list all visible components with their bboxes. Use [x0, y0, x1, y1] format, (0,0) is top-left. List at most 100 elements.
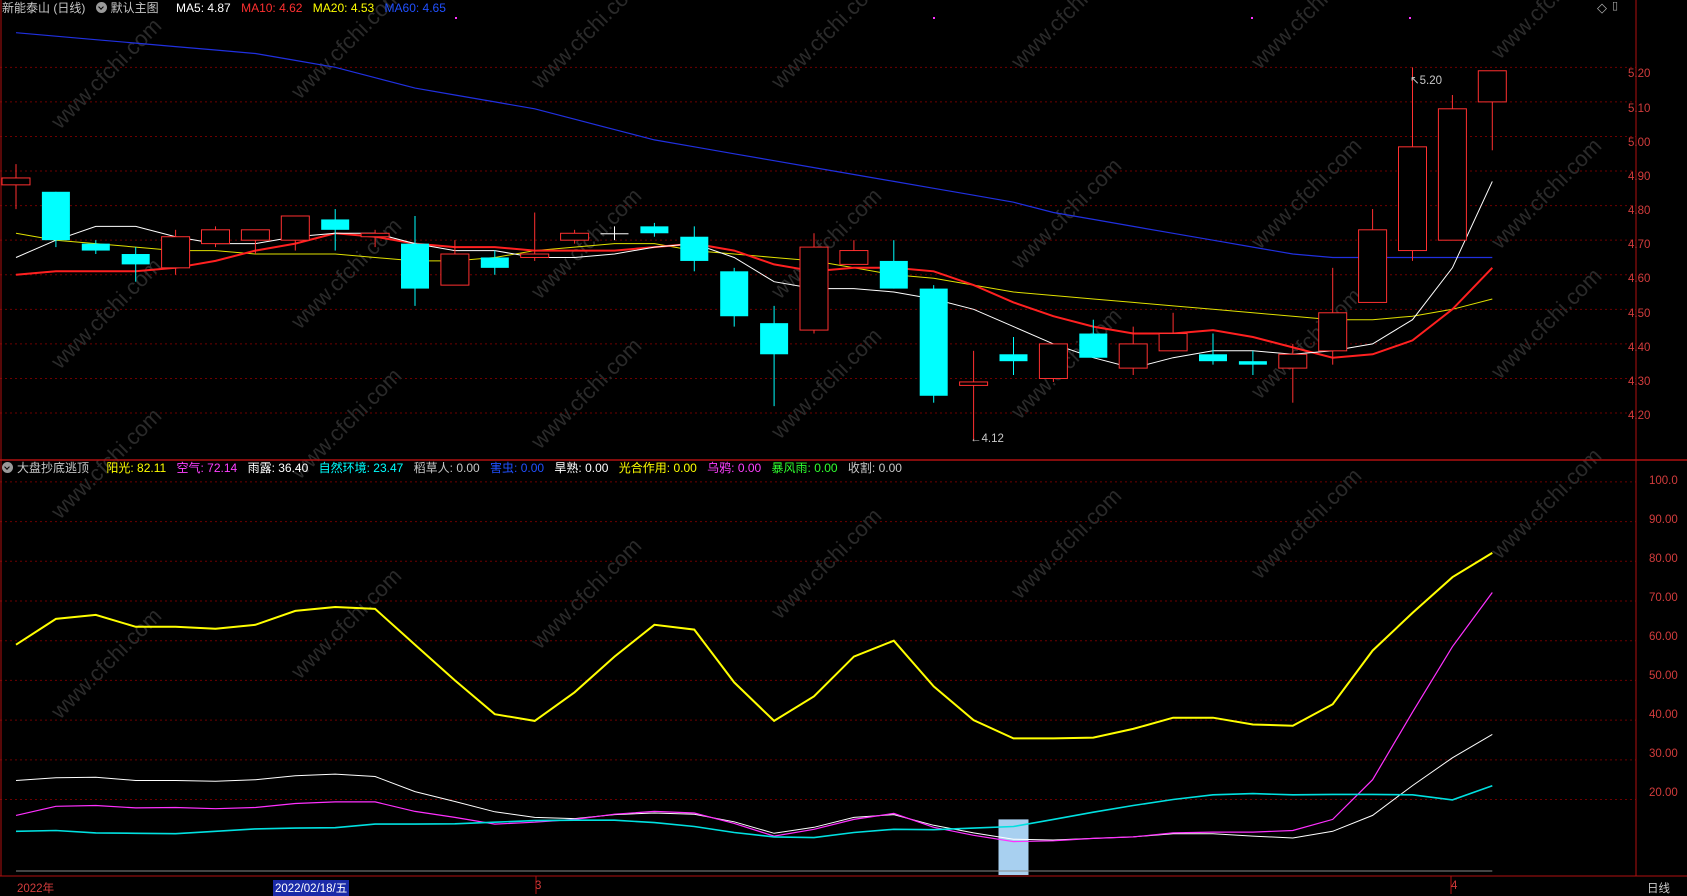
- ind-tick: 90.00: [1649, 514, 1678, 526]
- candle-body: [760, 323, 789, 355]
- candle-body: [240, 229, 270, 241]
- price-tick: 4.90: [1628, 171, 1651, 183]
- price-tick: 4.80: [1628, 205, 1651, 217]
- candle: [161, 229, 191, 275]
- candlesticks[interactable]: [1, 67, 1507, 441]
- ind-ziran: 自然环境: 23.47: [318, 461, 404, 475]
- marker-dot: [1251, 17, 1253, 19]
- watermark-text: www.cfchi.com: [285, 563, 406, 684]
- ind-tick: 80.00: [1649, 553, 1678, 565]
- candle-body: [919, 288, 948, 396]
- ind-tick: 30.00: [1649, 748, 1678, 760]
- yulu-line: [15, 733, 1493, 841]
- date-month-4: 4: [1451, 880, 1458, 892]
- watermark-text: www.cfchi.com: [765, 0, 886, 94]
- candle: [1238, 350, 1267, 376]
- candle-body: [640, 226, 669, 234]
- dropdown-circle-icon[interactable]: [95, 2, 107, 13]
- watermark-text: www.cfchi.com: [1485, 263, 1606, 384]
- candle-body: [440, 253, 470, 286]
- dropdown-circle-icon[interactable]: [2, 462, 13, 473]
- ma60-line: [15, 32, 1493, 259]
- ma60-label: MA60: 4.65: [384, 1, 446, 15]
- ind-kongqi: 空气: 72.14: [176, 461, 238, 475]
- candle: [1, 164, 31, 210]
- candle-body: [879, 260, 908, 289]
- candle: [480, 250, 509, 275]
- candle-body: [520, 253, 550, 258]
- high-value: 5.20: [1419, 75, 1443, 87]
- ziran-line: [15, 785, 1493, 839]
- candle-body: [680, 236, 709, 261]
- candle-body: [401, 243, 429, 289]
- ind-shouge: 收割: 0.00: [847, 461, 902, 475]
- low-value: 4.12: [981, 433, 1004, 445]
- candle: [41, 191, 70, 248]
- ma20-line: [15, 232, 1493, 321]
- ind-tick: 40.00: [1649, 709, 1678, 721]
- candle: [1118, 326, 1148, 376]
- candle: [560, 229, 590, 244]
- candle-body: [280, 215, 310, 241]
- date-start: 2022年: [17, 883, 55, 895]
- watermark-text: www.cfchi.com: [45, 603, 166, 724]
- template-selector[interactable]: 默认主图: [95, 1, 166, 15]
- candle-body: [1358, 229, 1388, 303]
- price-tick: 4.70: [1628, 239, 1651, 251]
- candle: [1038, 343, 1068, 382]
- candle: [1358, 209, 1388, 303]
- candle: [839, 240, 869, 265]
- candle-body: [1398, 146, 1427, 252]
- watermark-text: www.cfchi.com: [1485, 443, 1606, 564]
- stock-name[interactable]: 新能泰山 (日线): [2, 1, 86, 15]
- scrollbar-thumb-icon[interactable]: ▯: [1612, 0, 1619, 12]
- candle: [520, 212, 550, 261]
- candle: [919, 285, 948, 403]
- date-cursor[interactable]: 2022/02/18/五: [273, 880, 350, 896]
- candle-body: [1278, 353, 1308, 369]
- ma5-path: [15, 181, 1493, 369]
- candle-body: [480, 257, 509, 268]
- ind-tick: 50.00: [1649, 670, 1678, 682]
- candle-body: [999, 354, 1028, 362]
- ma20-path: [15, 232, 1493, 321]
- candle-body: [1158, 333, 1188, 352]
- candle-body: [1199, 354, 1227, 362]
- ind-haichong: 害虫: 0.00: [490, 461, 545, 475]
- candle-body: [839, 250, 869, 265]
- candle: [959, 350, 989, 441]
- candle-body: [1079, 333, 1108, 358]
- candle-body: [201, 229, 230, 245]
- candle: [640, 222, 669, 237]
- watermark-text: www.cfchi.com: [1245, 0, 1366, 74]
- candle: [760, 305, 789, 407]
- low-annotation: ←4.12: [970, 433, 1004, 445]
- candle: [321, 209, 350, 251]
- ind-wuya: 乌鸦: 0.00: [707, 461, 762, 475]
- candle: [201, 226, 230, 248]
- high-annotation: ↖5.20: [1410, 75, 1443, 87]
- price-tick: 4.50: [1628, 308, 1651, 320]
- candle: [1079, 319, 1108, 358]
- date-month-3: 3: [535, 880, 542, 892]
- candle-body: [1437, 108, 1467, 241]
- candle-body: [360, 232, 390, 238]
- candle-body: [1318, 312, 1348, 352]
- ma60-path: [15, 32, 1493, 259]
- ma5-line: [15, 181, 1493, 369]
- diamond-icon[interactable]: ◇: [1597, 0, 1607, 15]
- watermark-text: www.cfchi.com: [525, 0, 646, 94]
- period-label[interactable]: 日线: [1647, 883, 1670, 895]
- ind-baofengyu: 暴风雨: 0.00: [771, 461, 838, 475]
- price-tick: 4.40: [1628, 342, 1651, 354]
- price-tick: 5.20: [1628, 68, 1651, 80]
- indicator-selector[interactable]: 大盘抄底逃顶: [2, 461, 96, 475]
- candle: [1398, 67, 1427, 261]
- price-tick: 4.30: [1628, 376, 1651, 388]
- candle: [1199, 333, 1227, 365]
- ma5-label: MA5: 4.87: [176, 1, 231, 15]
- candle: [360, 229, 390, 248]
- candle-body: [959, 381, 989, 386]
